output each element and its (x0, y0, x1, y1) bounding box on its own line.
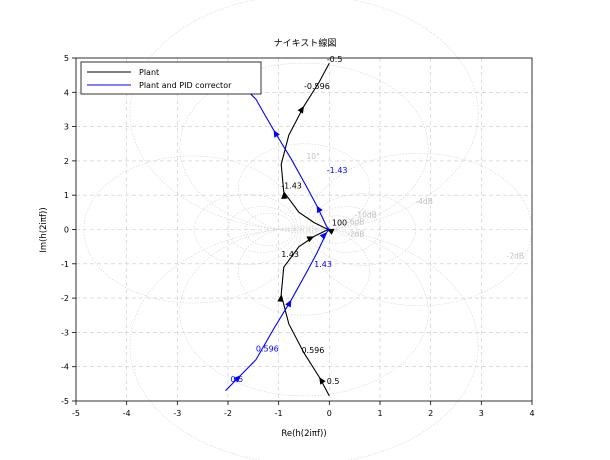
direction-arrow (297, 106, 304, 114)
frequency-label: 1.43 (281, 250, 299, 259)
x-tick-label: -2 (224, 409, 232, 418)
direction-arrow (273, 130, 280, 138)
legend: Plant Plant and PID corrector (80, 61, 262, 95)
direction-arrow (319, 376, 326, 385)
frequency-label: 0.5 (327, 377, 340, 386)
m-circle (83, 155, 302, 304)
db-label: -2dB (507, 252, 524, 261)
legend-label: Plant (139, 68, 159, 77)
axis-ticks: -5 -4 -3 -2 -1 0 1 2 3 4 -5 -4 -3 -2 -1 0 1 2 3 4 5 (61, 54, 535, 418)
x-tick-label: -1 (275, 409, 283, 418)
y-tick-label: -2 (61, 294, 69, 303)
direction-arrow (277, 294, 284, 302)
n-circle (129, 227, 479, 460)
y-tick-label: -3 (61, 328, 69, 337)
frequency-label: -0.596 (304, 82, 330, 91)
direction-arrow (285, 299, 292, 308)
x-tick-label: -4 (123, 409, 131, 418)
x-axis-label: Re(h(2iπf)) (281, 429, 326, 439)
frequency-label: 100 (332, 218, 347, 227)
n-circle (237, 225, 371, 316)
frequency-label: 0.5 (231, 375, 244, 384)
legend-box (80, 61, 262, 95)
x-tick-label: -5 (72, 409, 80, 418)
m-circle (309, 193, 416, 266)
y-axis-label: Im(h(2iπf)) (39, 207, 49, 252)
m-circle (315, 215, 357, 244)
m-circle (227, 206, 296, 253)
y-tick-label: 4 (64, 88, 69, 97)
x-tick-label: 3 (479, 409, 484, 418)
db-labels: -4dB -10dB-6dB -2dB -2dB 10° (307, 152, 525, 260)
series: 0.5 0.596 1.43 100 -1.43 -0.596 -0.5 0.5 0.596 1.… (175, 55, 348, 397)
y-tick-label: 5 (64, 54, 69, 63)
db-label: -4dB (415, 197, 432, 206)
y-tick-label: 0 (64, 226, 69, 235)
direction-arrow (233, 375, 241, 383)
y-tick-label: -4 (61, 363, 69, 372)
y-tick-label: 1 (64, 191, 69, 200)
n-circle (179, 227, 429, 397)
direction-arrow (319, 232, 327, 240)
x-tick-label: 1 (377, 409, 382, 418)
db-label: -10dB (355, 210, 377, 219)
legend-label: Plant and PID corrector (139, 81, 232, 90)
db-label: -6dB (347, 217, 364, 226)
y-tick-label: -5 (61, 397, 69, 406)
frequency-label: 0.596 (256, 344, 279, 353)
frequency-label: -1.43 (327, 166, 348, 175)
x-tick-label: 2 (428, 409, 433, 418)
x-tick-label: 4 (529, 409, 534, 418)
chart-title: ナイキスト線図 (274, 37, 337, 49)
m-circle (193, 194, 299, 265)
db-label: -2dB (347, 229, 364, 238)
m-circle (312, 206, 381, 253)
direction-arrow (306, 236, 315, 243)
n-circle (179, 62, 429, 232)
series-line-pid (225, 67, 331, 392)
grid (76, 58, 532, 401)
n-circle (237, 143, 371, 234)
m-circle (244, 212, 294, 247)
x-tick-label: 0 (327, 409, 332, 418)
y-tick-label: 3 (64, 123, 69, 132)
direction-arrow (316, 205, 323, 214)
y-tick-label: -1 (61, 260, 69, 269)
frequency-label: -1.43 (281, 181, 302, 190)
n-circle (129, 0, 479, 232)
frequency-label: 1.43 (314, 260, 332, 269)
direction-arrow (281, 191, 288, 200)
x-tick-label: -3 (173, 409, 181, 418)
y-tick-label: 2 (64, 157, 69, 166)
frequency-label: 0.596 (301, 346, 324, 355)
db-label: 10° (307, 152, 321, 161)
frequency-label: -0.5 (327, 55, 343, 64)
